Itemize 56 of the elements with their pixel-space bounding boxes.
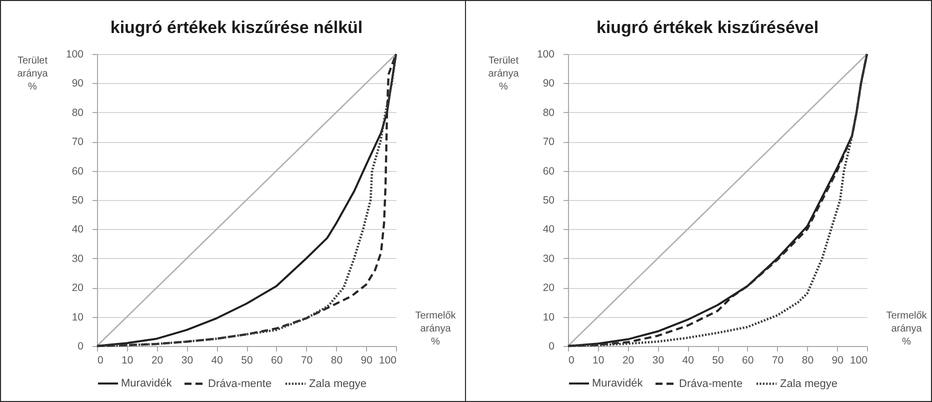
x-axis-title: Termelők aránya % xyxy=(886,310,928,348)
y-tick-label: 30 xyxy=(542,252,555,265)
x-tick-label: 0 xyxy=(98,354,104,366)
y-tick-label: 10 xyxy=(72,311,84,324)
y-tick-label: 40 xyxy=(542,224,555,236)
x-tick-label: 70 xyxy=(300,354,313,366)
x-tick-label: 100 xyxy=(850,354,868,366)
y-tick-label: 60 xyxy=(72,165,84,178)
x-tick-label: 40 xyxy=(682,354,694,366)
y-tick-label: 0 xyxy=(78,340,84,352)
y-axis-title: Terület aránya % xyxy=(488,56,520,92)
y-tick-label: 70 xyxy=(72,136,84,148)
y-tick-label: 20 xyxy=(72,282,84,294)
y-tick-label: 50 xyxy=(542,194,555,206)
y-tick-label: 100 xyxy=(536,48,555,60)
legend-label: Dráva-mente xyxy=(208,378,272,390)
y-tick-label: 10 xyxy=(542,311,555,324)
x-tick-label: 70 xyxy=(772,354,784,366)
x-tick-label: 0 xyxy=(568,354,574,366)
y-tick-label: 60 xyxy=(542,165,555,178)
y-tick-label: 80 xyxy=(542,106,555,119)
x-tick-label: 100 xyxy=(378,354,397,366)
y-tick-label: 70 xyxy=(542,136,555,148)
y-axis-title: Terület aránya % xyxy=(17,56,48,92)
x-tick-label: 40 xyxy=(211,354,224,366)
x-tick-label: 90 xyxy=(360,354,373,366)
chart-title: kiugró értékek kiszűrésével xyxy=(596,18,819,37)
x-tick-label: 20 xyxy=(622,354,634,366)
x-tick-label: 20 xyxy=(151,354,164,366)
x-tick-label: 80 xyxy=(802,354,814,366)
legend-label: Dráva-mente xyxy=(679,378,743,390)
legend-label: Muravidék xyxy=(121,378,172,390)
y-tick-label: 50 xyxy=(72,194,84,206)
legend-label: Zala megye xyxy=(780,378,838,390)
x-tick-label: 80 xyxy=(330,354,343,366)
x-tick-label: 50 xyxy=(712,354,724,366)
x-tick-label: 60 xyxy=(742,354,754,366)
x-tick-label: 10 xyxy=(122,354,134,366)
x-axis-title: Termelők aránya % xyxy=(415,310,457,348)
x-tick-label: 90 xyxy=(832,354,844,366)
y-tick-label: 40 xyxy=(72,224,84,236)
x-tick-label: 60 xyxy=(271,354,283,366)
x-tick-label: 50 xyxy=(241,354,253,366)
legend-label: Muravidék xyxy=(592,378,644,390)
chart-title: kiugró értékek kiszűrése nélkül xyxy=(110,18,363,37)
x-tick-label: 30 xyxy=(652,354,664,366)
y-tick-label: 30 xyxy=(72,252,84,265)
y-tick-label: 20 xyxy=(542,282,555,294)
legend-label: Zala megye xyxy=(309,378,366,390)
y-tick-label: 0 xyxy=(548,340,555,352)
y-tick-label: 90 xyxy=(72,78,84,90)
y-tick-label: 100 xyxy=(66,48,84,60)
y-tick-label: 80 xyxy=(72,106,84,119)
y-tick-label: 90 xyxy=(542,78,555,90)
x-tick-label: 10 xyxy=(592,354,604,366)
x-tick-label: 30 xyxy=(181,354,194,366)
